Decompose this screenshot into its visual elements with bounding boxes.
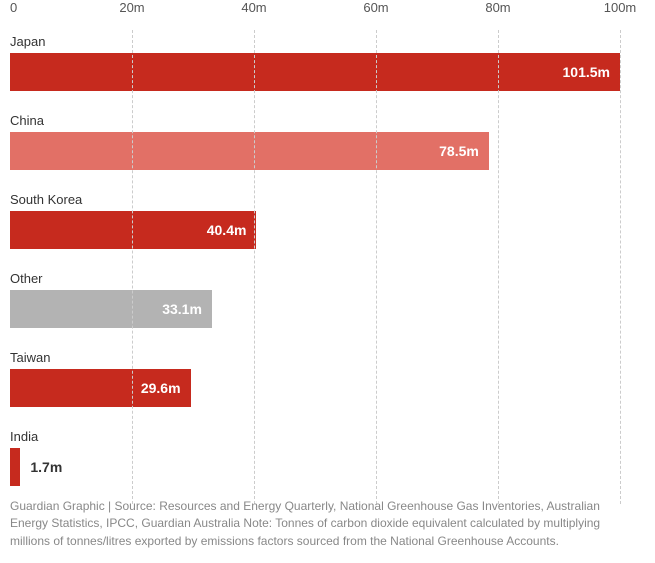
bar: 40.4m <box>10 211 256 249</box>
bar-value-label: 1.7m <box>20 459 62 475</box>
bar-group: Taiwan 29.6m <box>10 346 620 425</box>
bar: 78.5m <box>10 132 489 170</box>
bar-category-label: Japan <box>10 34 620 49</box>
bar-category-label: India <box>10 429 620 444</box>
bar-value-label: 78.5m <box>439 143 479 159</box>
bar-group: China 78.5m <box>10 109 620 188</box>
plot-area: Japan 101.5m China 78.5m South Korea 40.4m Oth… <box>10 30 620 504</box>
bar-track: 29.6m <box>10 369 620 407</box>
axis-tick: 20m <box>119 0 144 15</box>
bar-value-label: 40.4m <box>207 222 247 238</box>
gridline <box>376 30 377 504</box>
bar-track: 1.7m <box>10 448 620 486</box>
bar-category-label: Other <box>10 271 620 286</box>
bar: 33.1m <box>10 290 212 328</box>
axis-tick: 100m <box>604 0 637 15</box>
chart-footnote: Guardian Graphic | Source: Resources and… <box>10 498 610 550</box>
bar-chart: 020m40m60m80m100m Japan101.5mChina78.5mS… <box>10 0 620 504</box>
bar: 29.6m <box>10 369 191 407</box>
bar-group: South Korea 40.4m <box>10 188 620 267</box>
bars-container: Japan 101.5m China 78.5m South Korea 40.4m Oth… <box>10 30 620 504</box>
axis-tick: 0 <box>10 0 17 15</box>
bar: 1.7m <box>10 448 20 486</box>
bar-value-label: 101.5m <box>563 64 610 80</box>
bar-track: 78.5m <box>10 132 620 170</box>
bar-group: India 1.7m <box>10 425 620 504</box>
axis-tick: 40m <box>241 0 266 15</box>
axis-tick: 80m <box>485 0 510 15</box>
bar: 101.5m <box>10 53 620 91</box>
x-axis: 020m40m60m80m100m <box>10 0 620 24</box>
bar-value-label: 33.1m <box>162 301 202 317</box>
bar-track: 33.1m <box>10 290 620 328</box>
bar-track: 101.5m <box>10 53 620 91</box>
gridline <box>132 30 133 504</box>
bar-category-label: Taiwan <box>10 350 620 365</box>
bar-track: 40.4m <box>10 211 620 249</box>
bar-category-label: South Korea <box>10 192 620 207</box>
gridline <box>254 30 255 504</box>
gridline <box>620 30 621 504</box>
bar-group: Japan 101.5m <box>10 30 620 109</box>
bar-value-label: 29.6m <box>141 380 181 396</box>
axis-tick: 60m <box>363 0 388 15</box>
gridline <box>498 30 499 504</box>
bar-group: Other 33.1m <box>10 267 620 346</box>
bar-category-label: China <box>10 113 620 128</box>
